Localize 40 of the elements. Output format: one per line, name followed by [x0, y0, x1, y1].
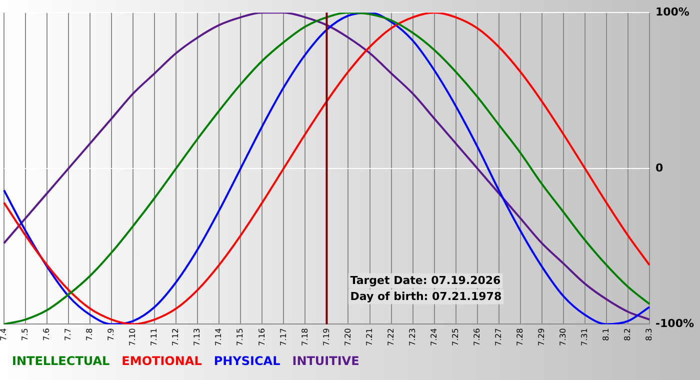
x-tick-label: 7.21 — [364, 328, 374, 346]
x-tick-label: 7.26 — [472, 328, 482, 346]
y-tick-label: 100% — [655, 5, 690, 18]
annotation: Target Date: 07.19.2026 — [350, 274, 502, 288]
x-tick-label: 7.18 — [300, 328, 310, 346]
x-tick-label: 7.29 — [536, 328, 546, 346]
x-tick-label: 7.16 — [257, 328, 266, 346]
x-tick-label: 7.24 — [429, 328, 438, 346]
x-tick-label: 7.20 — [343, 328, 352, 346]
text: EMOTIONAL — [122, 354, 202, 368]
x-tick-label: 8.3 — [644, 328, 654, 341]
text: PHYSICAL — [214, 354, 281, 368]
text: INTUITIVE — [292, 354, 360, 368]
x-tick-label: 7.17 — [278, 328, 288, 346]
x-tick-label: 7.22 — [386, 328, 396, 346]
x-tick-label: 7.10 — [128, 328, 138, 346]
x-tick-label: 7.9 — [106, 328, 116, 341]
x-tick-label: 7.23 — [408, 328, 417, 346]
y-tick-label: -100% — [655, 317, 694, 330]
x-tick-label: 7.7 — [64, 328, 73, 341]
x-tick-label: 8.1 — [602, 328, 610, 341]
x-tick-label: 7.13 — [192, 328, 202, 346]
x-tick-label: 7.28 — [515, 328, 524, 346]
x-tick-label: 7.4 — [0, 328, 8, 341]
x-tick-label: 7.27 — [494, 328, 503, 346]
x-tick-label: 7.11 — [150, 328, 159, 346]
x-tick-label: 8.2 — [623, 328, 632, 341]
x-tick-label: 7.31 — [580, 328, 589, 346]
x-tick-label: 7.8 — [85, 328, 94, 341]
x-tick-label: 7.19 — [322, 328, 331, 346]
x-tick-label: 7.15 — [236, 328, 245, 346]
x-tick-label: 7.30 — [558, 328, 568, 346]
x-tick-label: 7.5 — [20, 328, 30, 341]
x-tick-label: 7.12 — [171, 328, 180, 346]
x-tick-label: 7.14 — [214, 328, 224, 346]
annotation: Day of birth: 07.21.1978 — [350, 290, 502, 304]
x-tick-label: 7.6 — [42, 328, 52, 341]
text: INTELLECTUAL — [12, 354, 110, 368]
y-tick-label: 0 — [655, 161, 664, 174]
x-tick-label: 7.25 — [450, 328, 460, 346]
